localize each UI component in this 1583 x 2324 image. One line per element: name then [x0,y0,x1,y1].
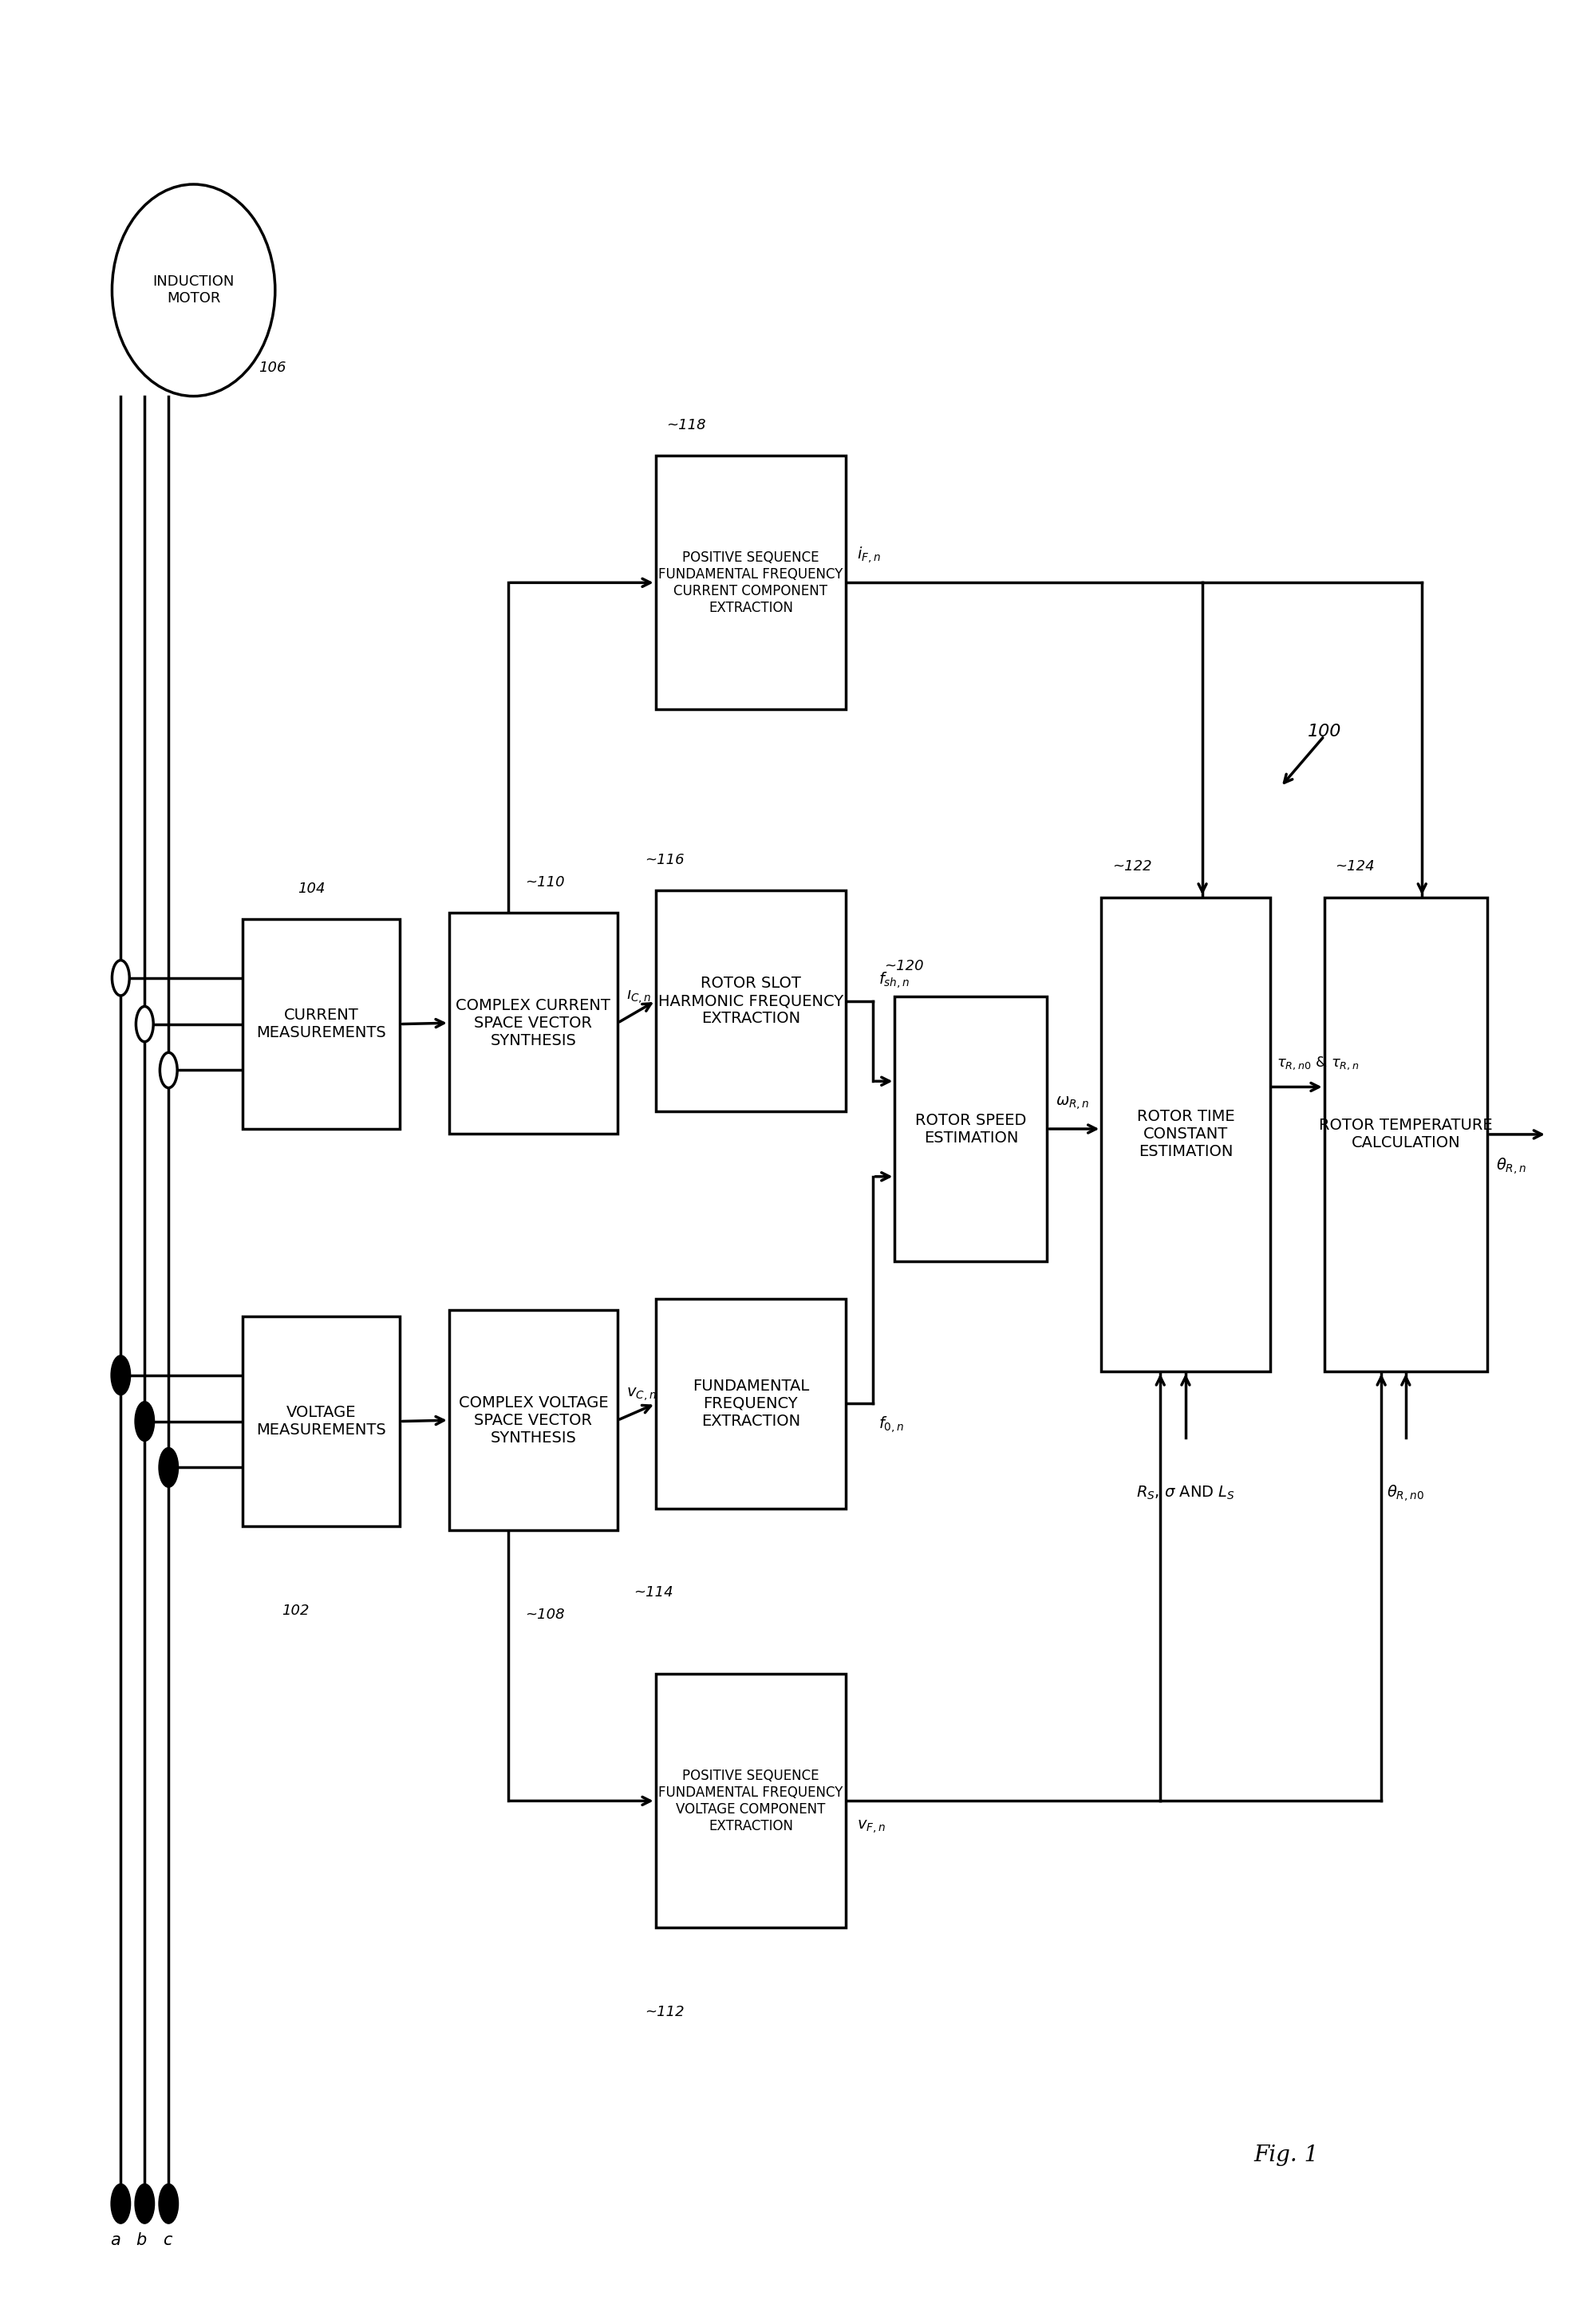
Text: ROTOR SPEED
ESTIMATION: ROTOR SPEED ESTIMATION [915,1113,1026,1146]
Text: $i_{F,n}$: $i_{F,n}$ [856,546,880,565]
Text: $\theta_{R,n}$: $\theta_{R,n}$ [1496,1157,1526,1176]
Text: ~114: ~114 [633,1585,673,1599]
Circle shape [160,1053,177,1088]
Text: POSITIVE SEQUENCE
FUNDAMENTAL FREQUENCY
CURRENT COMPONENT
EXTRACTION: POSITIVE SEQUENCE FUNDAMENTAL FREQUENCY … [659,551,844,616]
Text: ~122: ~122 [1113,860,1152,874]
Text: ~124: ~124 [1334,860,1374,874]
Circle shape [111,1355,130,1394]
Text: ~112: ~112 [644,2006,684,2020]
FancyBboxPatch shape [242,920,400,1129]
FancyBboxPatch shape [1325,897,1488,1371]
Text: COMPLEX VOLTAGE
SPACE VECTOR
SYNTHESIS: COMPLEX VOLTAGE SPACE VECTOR SYNTHESIS [459,1394,608,1446]
FancyBboxPatch shape [450,1311,617,1532]
Circle shape [111,2185,130,2224]
Text: ~108: ~108 [526,1608,565,1622]
Circle shape [135,1401,155,1441]
Text: 104: 104 [298,881,325,897]
Text: ~120: ~120 [883,960,923,974]
Text: 100: 100 [1308,723,1342,739]
Text: $\imath_{C,n}$: $\imath_{C,n}$ [627,988,652,1006]
FancyBboxPatch shape [894,997,1046,1262]
Text: FUNDAMENTAL
FREQUENCY
EXTRACTION: FUNDAMENTAL FREQUENCY EXTRACTION [692,1378,809,1429]
Ellipse shape [112,184,275,395]
Circle shape [112,960,130,995]
Text: $f_{0,n}$: $f_{0,n}$ [879,1415,904,1434]
FancyBboxPatch shape [655,1673,845,1929]
Text: ~116: ~116 [644,853,684,867]
FancyBboxPatch shape [655,1299,845,1508]
Text: ROTOR TEMPERATURE
CALCULATION: ROTOR TEMPERATURE CALCULATION [1319,1118,1493,1150]
Text: $f_{sh,n}$: $f_{sh,n}$ [879,969,910,990]
Text: POSITIVE SEQUENCE
FUNDAMENTAL FREQUENCY
VOLTAGE COMPONENT
EXTRACTION: POSITIVE SEQUENCE FUNDAMENTAL FREQUENCY … [659,1769,844,1834]
Text: b: b [136,2233,147,2247]
Circle shape [135,2185,155,2224]
Text: $\theta_{R,n0}$: $\theta_{R,n0}$ [1387,1483,1425,1504]
Circle shape [136,1006,154,1041]
Text: $v_{C,n}$: $v_{C,n}$ [627,1385,657,1404]
FancyBboxPatch shape [1102,897,1270,1371]
FancyBboxPatch shape [655,456,845,709]
Text: CURRENT
MEASUREMENTS: CURRENT MEASUREMENTS [256,1009,386,1041]
Text: 102: 102 [282,1604,309,1618]
Text: a: a [111,2233,120,2247]
Text: $\tau_{R,n0}$ & $\tau_{R,n}$: $\tau_{R,n0}$ & $\tau_{R,n}$ [1276,1055,1358,1071]
Text: $\omega_{R,n}$: $\omega_{R,n}$ [1056,1095,1089,1111]
Text: $v_{F,n}$: $v_{F,n}$ [856,1820,885,1836]
FancyBboxPatch shape [450,913,617,1134]
Text: c: c [163,2233,173,2247]
Text: Fig. 1: Fig. 1 [1254,2145,1319,2166]
Text: $R_S$, $\sigma$ AND $L_S$: $R_S$, $\sigma$ AND $L_S$ [1137,1485,1235,1501]
FancyBboxPatch shape [242,1315,400,1527]
Text: COMPLEX CURRENT
SPACE VECTOR
SYNTHESIS: COMPLEX CURRENT SPACE VECTOR SYNTHESIS [456,997,611,1048]
Text: INDUCTION
MOTOR: INDUCTION MOTOR [152,274,234,307]
FancyBboxPatch shape [655,890,845,1111]
Text: ~110: ~110 [526,874,565,890]
Text: 106: 106 [258,360,287,374]
Circle shape [158,1448,179,1487]
Circle shape [158,2185,179,2224]
Text: ROTOR SLOT
HARMONIC FREQUENCY
EXTRACTION: ROTOR SLOT HARMONIC FREQUENCY EXTRACTION [659,976,844,1025]
Text: VOLTAGE
MEASUREMENTS: VOLTAGE MEASUREMENTS [256,1406,386,1439]
Text: ROTOR TIME
CONSTANT
ESTIMATION: ROTOR TIME CONSTANT ESTIMATION [1137,1109,1235,1160]
Text: ~118: ~118 [666,418,706,432]
